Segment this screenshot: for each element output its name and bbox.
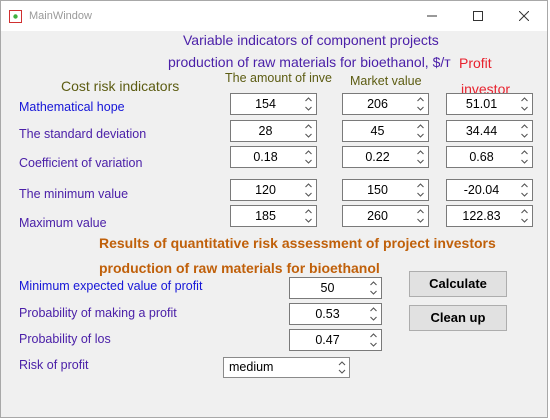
spin-arrows-icon[interactable]	[366, 330, 381, 350]
spin-arrows-icon[interactable]	[301, 94, 316, 114]
profit-spinbox-row3[interactable]: 0.68	[446, 146, 533, 168]
probability-loss-spinbox[interactable]: 0.47	[289, 329, 382, 351]
spinbox-value: 185	[255, 209, 276, 223]
spin-arrows-icon[interactable]	[517, 147, 532, 167]
min-expected-profit-spinbox[interactable]: 50	[289, 277, 382, 299]
spinbox-value: 0.22	[365, 150, 390, 164]
spin-arrows-icon[interactable]	[413, 147, 428, 167]
results-heading-line2: production of raw materials for bioethan…	[99, 260, 380, 276]
spin-arrows-icon[interactable]	[413, 121, 428, 141]
row-label-coefficient-of-variation: Coefficient of variation	[19, 156, 143, 170]
amount-spinbox-row3[interactable]: 0.18	[230, 146, 317, 168]
cost-risk-indicators-label: Cost risk indicators	[61, 78, 180, 94]
probability-profit-spinbox[interactable]: 0.53	[289, 303, 382, 325]
min-expected-profit-label: Minimum expected value of profit	[19, 279, 203, 293]
spinbox-value: 0.53	[315, 307, 340, 321]
spin-arrows-icon[interactable]	[301, 147, 316, 167]
profit-spinbox-row5[interactable]: 122.83	[446, 205, 533, 227]
minimize-button[interactable]	[409, 1, 455, 31]
probability-loss-label: Probability of los	[19, 332, 111, 346]
spin-arrows-icon[interactable]	[301, 206, 316, 226]
spinbox-value: -20.04	[463, 183, 500, 197]
spinbox-value: 50	[320, 281, 335, 295]
profit-heading-line1: Profit	[459, 55, 492, 71]
market-spinbox-row2[interactable]: 45	[342, 120, 429, 142]
calculate-button[interactable]: Calculate	[409, 271, 507, 297]
row-label-standard-deviation: The standard deviation	[19, 127, 147, 141]
spinbox-value: 0.47	[315, 333, 340, 347]
market-spinbox-row1[interactable]: 206	[342, 93, 429, 115]
amount-spinbox-row1[interactable]: 154	[230, 93, 317, 115]
probability-profit-label: Probability of making a profit	[19, 306, 177, 320]
indicators-heading-line1: Variable indicators of component project…	[183, 32, 439, 48]
spin-arrows-icon[interactable]	[366, 304, 381, 324]
column-header-market: Market value	[350, 74, 422, 88]
spinbox-value: 34.44	[465, 124, 498, 138]
spin-arrows-icon[interactable]	[517, 94, 532, 114]
row-label-mathematical-hope: Mathematical hope	[19, 100, 125, 114]
spinbox-value: 0.18	[253, 150, 278, 164]
spin-arrows-icon[interactable]	[413, 180, 428, 200]
close-icon	[518, 10, 530, 22]
spinbox-value: 45	[370, 124, 385, 138]
column-header-amount: The amount of inve	[225, 71, 333, 85]
spinbox-value: 120	[255, 183, 276, 197]
chevron-updown-icon[interactable]	[335, 358, 349, 377]
profit-spinbox-row4[interactable]: -20.04	[446, 179, 533, 201]
market-spinbox-row5[interactable]: 260	[342, 205, 429, 227]
spin-arrows-icon[interactable]	[301, 121, 316, 141]
spin-arrows-icon[interactable]	[413, 94, 428, 114]
spin-arrows-icon[interactable]	[517, 121, 532, 141]
spin-arrows-icon[interactable]	[301, 180, 316, 200]
risk-of-profit-label: Risk of profit	[19, 358, 89, 372]
amount-spinbox-row5[interactable]: 185	[230, 205, 317, 227]
maximize-icon	[473, 10, 483, 21]
clean-up-button[interactable]: Clean up	[409, 305, 507, 331]
indicators-heading-line2: production of raw materials for bioethan…	[168, 54, 451, 70]
row-label-minimum-value: The minimum value	[19, 187, 129, 201]
spinbox-value: 51.01	[465, 97, 498, 111]
window-title: MainWindow	[29, 10, 92, 22]
spinbox-value: 206	[367, 97, 388, 111]
spinbox-value: 260	[367, 209, 388, 223]
spin-arrows-icon[interactable]	[517, 180, 532, 200]
profit-spinbox-row1[interactable]: 51.01	[446, 93, 533, 115]
profit-spinbox-row2[interactable]: 34.44	[446, 120, 533, 142]
spin-arrows-icon[interactable]	[366, 278, 381, 298]
app-icon	[9, 10, 22, 23]
spin-arrows-icon[interactable]	[413, 206, 428, 226]
row-label-maximum-value: Maximum value	[19, 216, 107, 230]
spinbox-value: 0.68	[469, 150, 494, 164]
close-button[interactable]	[501, 1, 547, 31]
maximize-button[interactable]	[455, 1, 501, 31]
spinbox-value: 154	[255, 97, 276, 111]
spin-arrows-icon[interactable]	[517, 206, 532, 226]
market-spinbox-row4[interactable]: 150	[342, 179, 429, 201]
spinbox-value: 28	[258, 124, 273, 138]
results-heading-line1: Results of quantitative risk assessment …	[99, 235, 496, 251]
spinbox-value: 150	[367, 183, 388, 197]
amount-spinbox-row2[interactable]: 28	[230, 120, 317, 142]
minimize-icon	[427, 15, 437, 17]
spinbox-value: 122.83	[462, 209, 501, 223]
amount-spinbox-row4[interactable]: 120	[230, 179, 317, 201]
risk-of-profit-combobox[interactable]: medium	[223, 357, 350, 378]
market-spinbox-row3[interactable]: 0.22	[342, 146, 429, 168]
title-bar: MainWindow	[1, 1, 547, 31]
combobox-value: medium	[229, 360, 274, 374]
